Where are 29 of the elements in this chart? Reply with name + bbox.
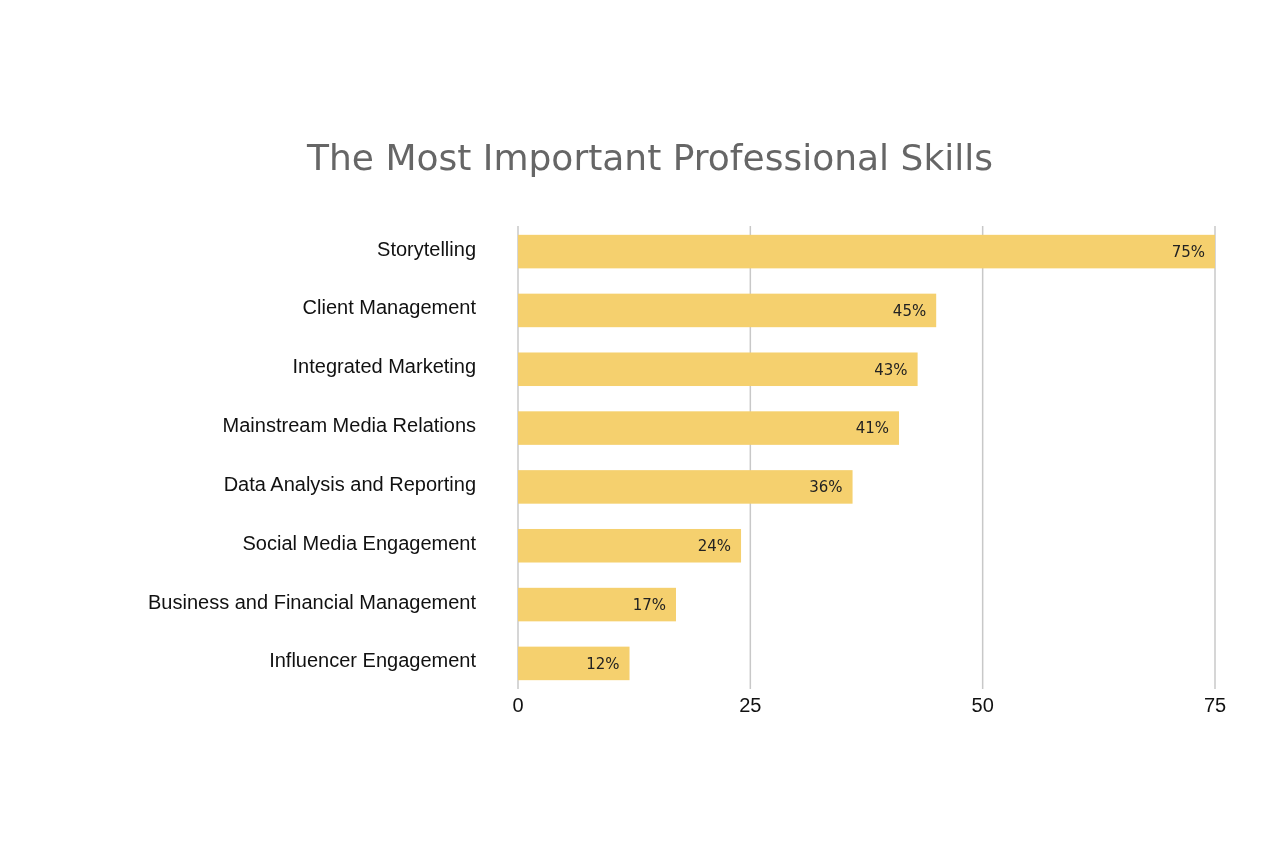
data-label: 41% xyxy=(855,419,890,438)
x-tick-label: 0 xyxy=(512,694,524,716)
bar xyxy=(518,411,900,445)
y-tick-label: Client Management xyxy=(302,296,477,319)
y-tick-label: Business and Financial Management xyxy=(148,590,477,613)
bar xyxy=(518,352,918,387)
bar xyxy=(518,646,630,681)
data-label: 36% xyxy=(809,478,843,497)
chart-title: The Most Important Professional Skills xyxy=(306,137,993,178)
y-tick-label: Storytelling xyxy=(377,237,476,260)
data-label: 17% xyxy=(632,595,666,614)
data-label: 43% xyxy=(874,360,908,379)
x-tick-label: 25 xyxy=(739,694,762,716)
x-tick-label: 75 xyxy=(1203,694,1227,716)
x-tick-label: 50 xyxy=(971,694,994,716)
y-tick-label: Integrated Marketing xyxy=(292,355,476,378)
y-tick-label: Data Analysis and Reporting xyxy=(223,472,476,495)
y-tick-label: Social Media Engagement xyxy=(242,531,477,554)
bar xyxy=(518,234,1215,269)
data-label: 12% xyxy=(586,654,620,673)
y-tick-label: Mainstream Media Relations xyxy=(222,414,476,437)
data-label: 45% xyxy=(892,301,927,320)
y-tick-label: Influencer Engagement xyxy=(269,649,477,672)
bar xyxy=(518,293,937,328)
data-label: 24% xyxy=(697,537,732,555)
bar xyxy=(518,470,853,504)
bar xyxy=(518,528,742,563)
data-label: 75% xyxy=(1171,242,1205,261)
bar xyxy=(518,587,676,622)
